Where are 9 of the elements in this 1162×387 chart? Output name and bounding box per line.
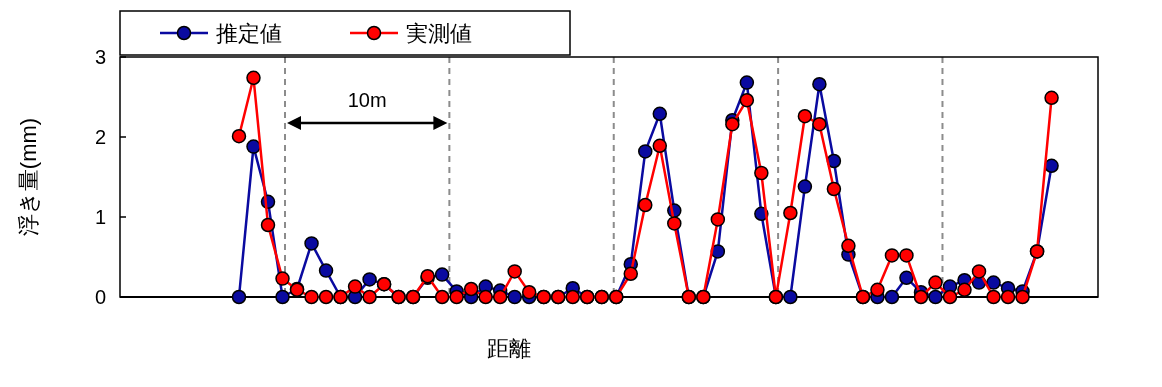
x-axis-title: 距離 xyxy=(487,336,531,361)
annotation: 10m xyxy=(347,89,387,111)
y-tick-label: 0 xyxy=(94,286,106,308)
y-tick-label: 3 xyxy=(94,46,106,68)
legend-label: 推定値 xyxy=(216,21,282,46)
y-tick-label: 2 xyxy=(94,126,106,148)
legend-label: 実測値 xyxy=(406,21,472,46)
y-tick-label: 1 xyxy=(94,206,106,228)
y-axis-title: 浮き量(mm) xyxy=(16,117,41,237)
